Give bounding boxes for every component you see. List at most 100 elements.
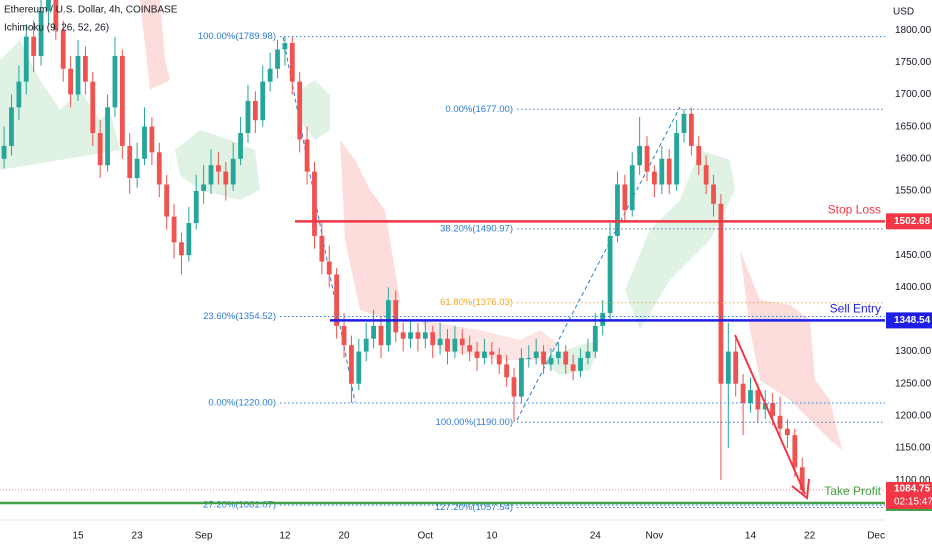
candle-body [408, 332, 413, 339]
candle-body [770, 403, 776, 416]
candle-body [518, 358, 524, 397]
fib-label: 38.20%(1490.97) [440, 223, 513, 234]
arrow-shaft [734, 334, 806, 495]
candle-body [696, 145, 702, 166]
candle-body [208, 165, 214, 185]
candle-body [319, 235, 325, 262]
candle-body [666, 158, 672, 185]
candle-body [171, 216, 177, 243]
y-tick-label: 1700.00 [895, 89, 932, 100]
candle-body [445, 338, 450, 352]
x-tick-label: 22 [804, 531, 816, 542]
candle-body [652, 171, 657, 185]
candle-body [385, 300, 391, 346]
y-tick-label: 1250.00 [895, 378, 932, 389]
forecast-arrow [734, 334, 810, 500]
candle-body [430, 332, 436, 346]
candle-body [674, 133, 679, 185]
candle-body [629, 165, 635, 211]
y-tick-label: 1650.00 [895, 121, 932, 132]
candle-body [437, 338, 443, 346]
candle-body [326, 261, 332, 275]
x-tick-label: 14 [745, 531, 757, 542]
candle-body [186, 223, 192, 256]
candle-body [297, 81, 303, 140]
indicator-label: Ichimoku (9, 26, 52, 26) [4, 23, 109, 34]
candle-body [127, 145, 133, 179]
y-tick-label: 1550.00 [895, 186, 932, 197]
candle-body [341, 325, 347, 346]
candle-body [555, 351, 561, 359]
candle-body [474, 351, 480, 359]
candle-body [245, 100, 251, 134]
candle-body [578, 358, 583, 371]
fib-label: 127.20%(1057.54) [435, 502, 513, 513]
y-tick-label: 1450.00 [895, 250, 932, 261]
candle-body [467, 345, 473, 352]
cloud-bull [0, 40, 120, 170]
candle-body [799, 467, 805, 490]
candle-body [622, 184, 628, 211]
x-tick-label: Nov [646, 531, 664, 542]
candle-body [415, 332, 421, 339]
candle-body [733, 351, 739, 384]
candle-body [378, 325, 384, 346]
candle-body [134, 158, 140, 179]
candle-body [112, 55, 118, 108]
x-tick-label: Oct [418, 531, 434, 542]
trade-levels: Stop Loss Sell Entry Take Profit [0, 202, 885, 505]
candle-body [156, 152, 162, 185]
candle-body [748, 390, 753, 404]
fib-label: 61.80%(1376.03) [440, 297, 513, 308]
cloud-bear [740, 250, 842, 450]
candle-body [762, 403, 768, 410]
fib-label: 0.00%(1677.00) [445, 104, 513, 115]
x-tick-label: 15 [72, 531, 84, 542]
candle-body [260, 81, 266, 121]
candle-body [740, 383, 746, 404]
candle-body [252, 100, 258, 121]
axis-labels: 1100.001150.001200.001250.001300.001350.… [72, 25, 932, 542]
candle-body [304, 139, 310, 172]
fib-label: 23.60%(1354.52) [203, 311, 276, 322]
candle-body [31, 36, 37, 56]
y-tick-label: 1100.00 [895, 475, 931, 486]
candle-body [282, 43, 288, 50]
candle-body [526, 358, 532, 360]
candle-body [504, 364, 510, 378]
candle-body [548, 358, 554, 365]
cloud-bear [340, 140, 400, 320]
x-tick-label: 20 [338, 531, 350, 542]
candle-body [644, 145, 650, 172]
y-tick-label: 1400.00 [895, 282, 932, 293]
cloud-bull [300, 80, 330, 140]
level-price-label: 1502.68 [894, 216, 931, 227]
symbol-title: Ethereum / U.S. Dollar, 4h, COINBASE [4, 5, 178, 16]
candle-body [230, 158, 236, 185]
candle-body [777, 415, 783, 429]
fib-label: 100.00%(1190.00) [436, 417, 513, 428]
price-axis-bg [885, 0, 932, 550]
candle-body [703, 165, 709, 185]
candle-body [496, 354, 502, 365]
candle-body [349, 345, 354, 384]
candle-body [105, 107, 110, 166]
candle-body [541, 351, 546, 365]
y-tick-label: 1150.00 [895, 443, 931, 454]
candle-body [533, 351, 539, 359]
candle-body [223, 171, 229, 185]
ichimoku-cloud [0, 0, 842, 450]
candle-body [792, 435, 798, 468]
y-tick-label: 1600.00 [895, 153, 932, 164]
candle-body [585, 351, 591, 359]
candle-body [238, 133, 243, 159]
last-price-label: 1084.75 [894, 484, 931, 495]
x-tick-label: 10 [486, 531, 498, 542]
level-price-box [886, 312, 932, 329]
y-tick-label: 1200.00 [895, 411, 932, 422]
candle-body [179, 242, 184, 256]
candles [1, 0, 805, 495]
fib-label: 0.00%(1220.00) [208, 398, 276, 409]
fib-label: 27.20%(1061.07) [203, 500, 276, 511]
candle-body [149, 126, 155, 153]
